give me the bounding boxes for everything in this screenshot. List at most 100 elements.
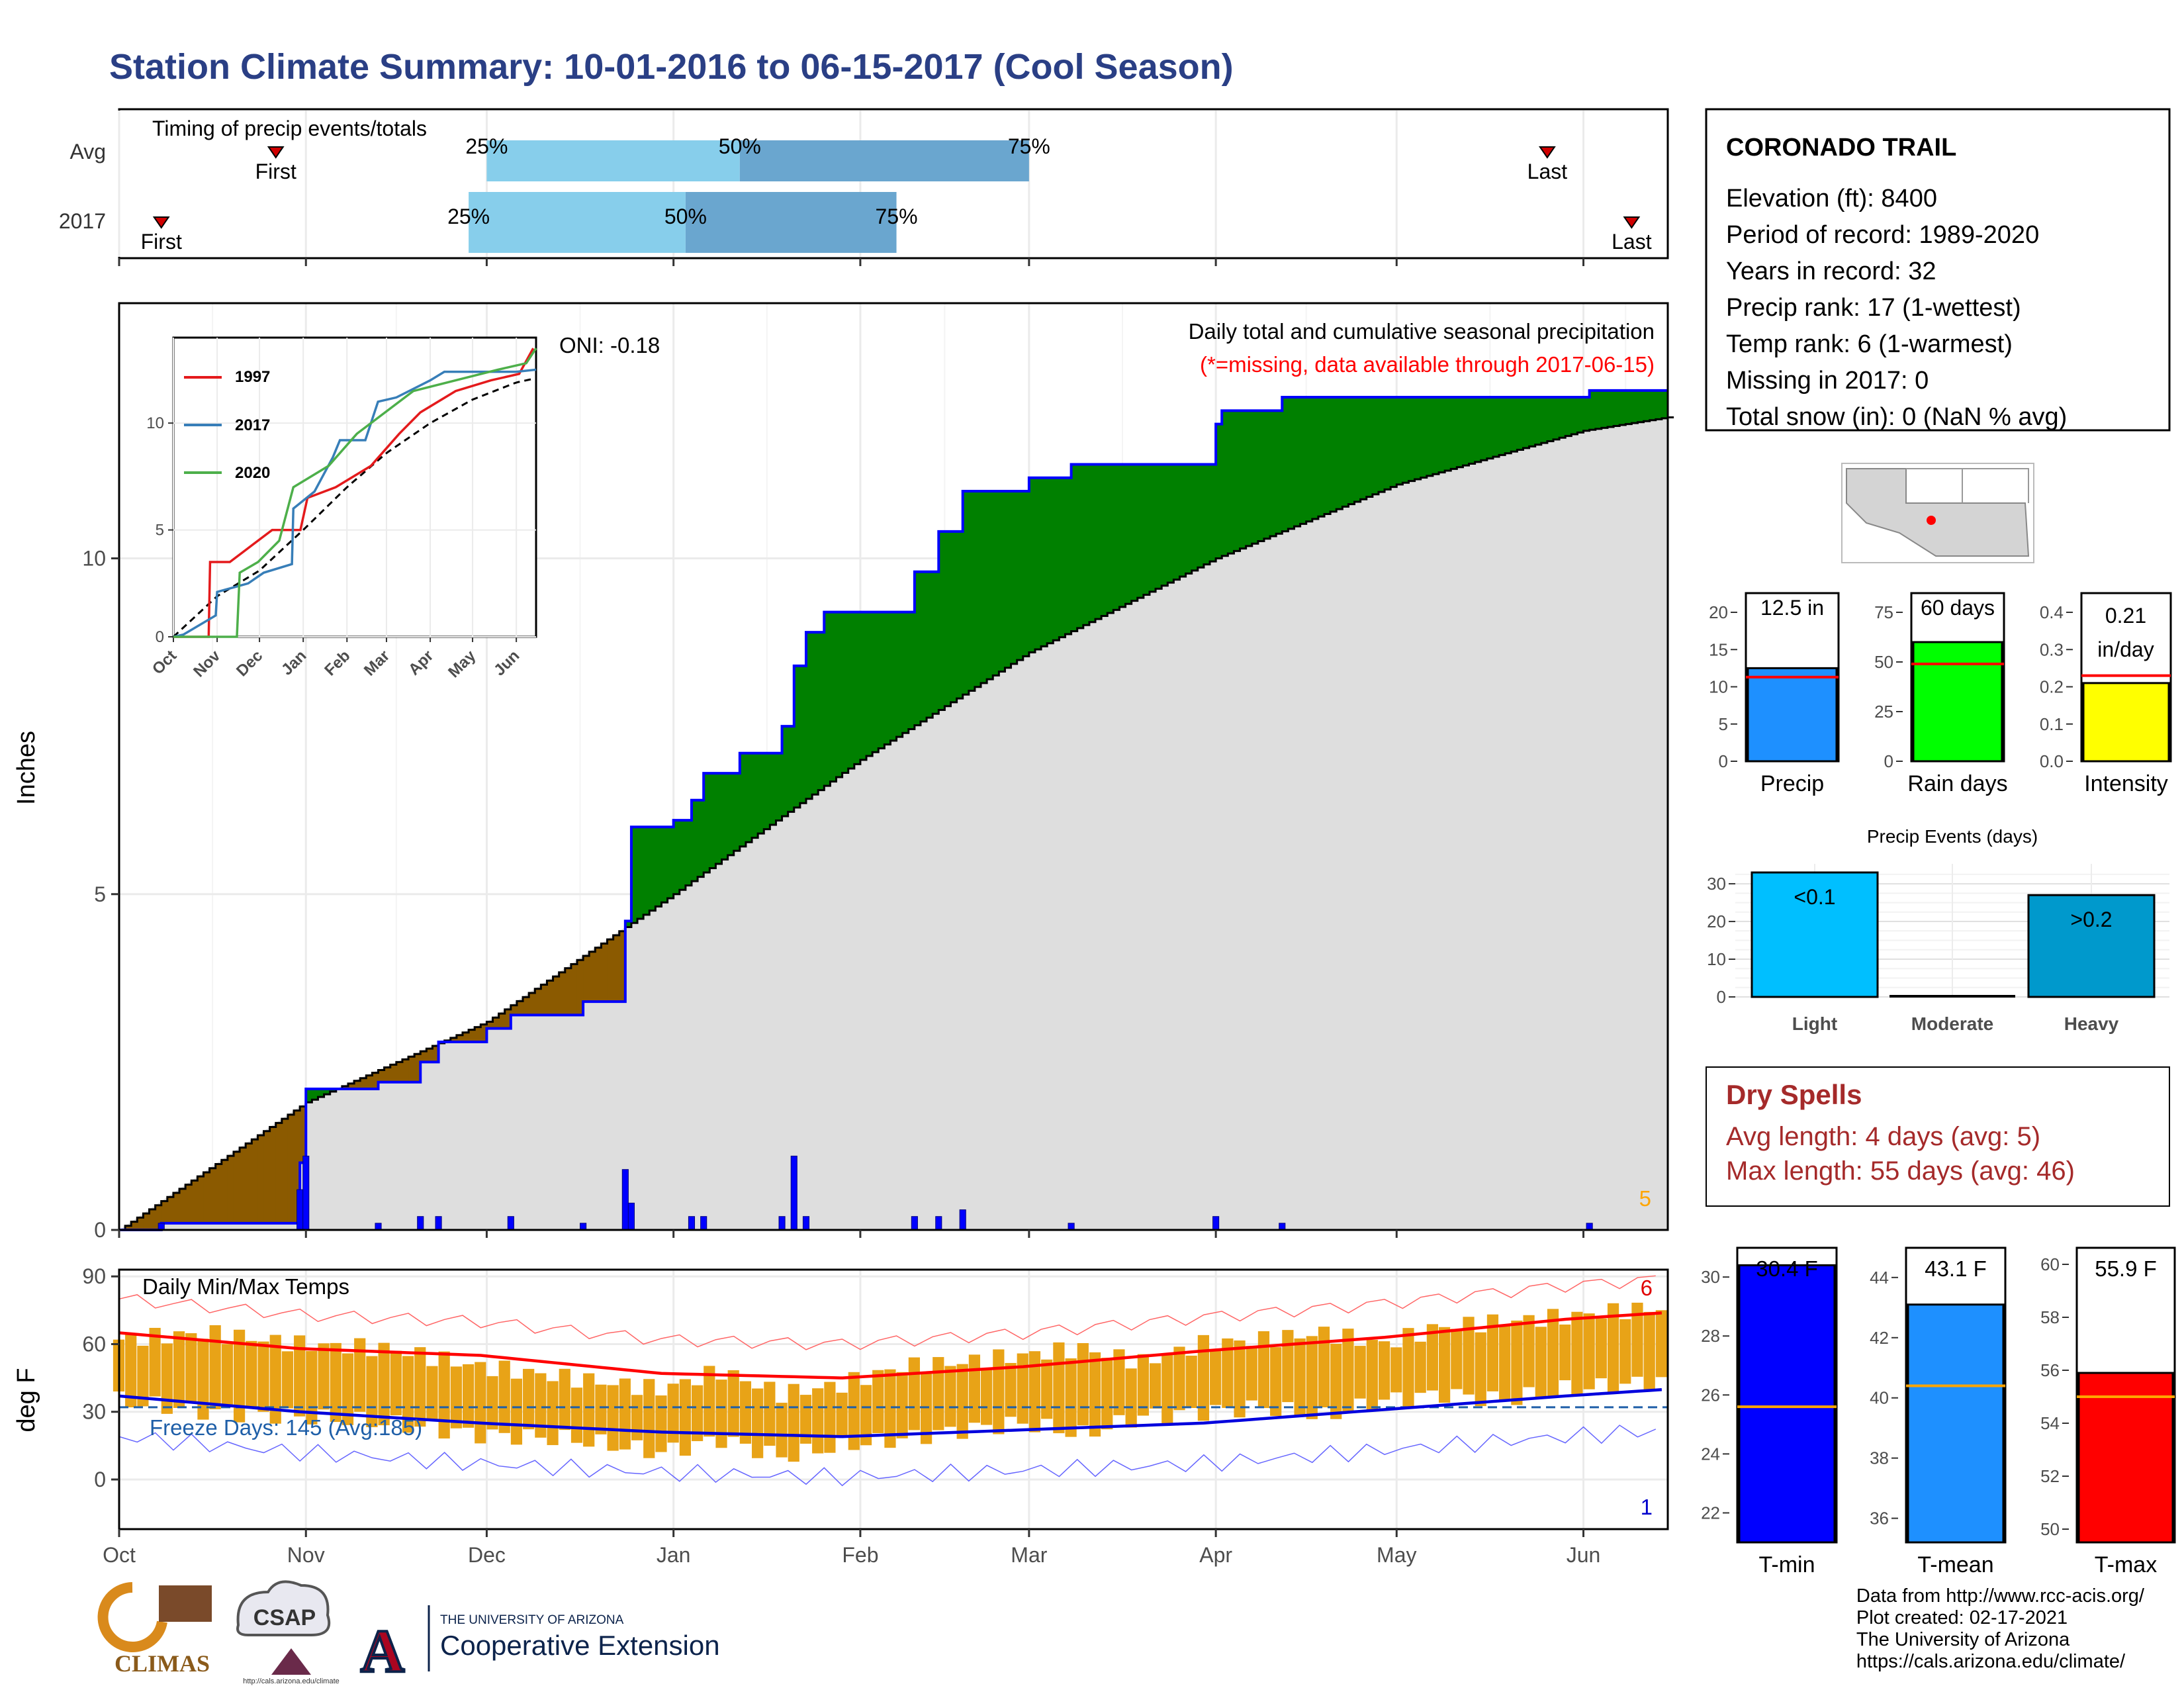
above-avg-fill (1113, 464, 1120, 610)
temps-ytick-label: 30 (82, 1400, 106, 1424)
timing-marker-first-icon (267, 146, 285, 159)
daily-precip-bar (1586, 1223, 1593, 1231)
precip-events-value-label: <0.1 (1794, 885, 1835, 909)
daily-precip-bar (627, 1202, 635, 1231)
daily-temp-bar (559, 1368, 570, 1430)
above-avg-fill (1263, 410, 1271, 539)
above-avg-fill (1583, 397, 1590, 431)
daily-temp-bar (981, 1368, 993, 1425)
station-snow: Total snow (in): 0 (NaN % avg) (1726, 403, 2067, 431)
above-avg-fill (625, 921, 632, 927)
inset-series-line (173, 368, 537, 638)
above-avg-fill (1360, 397, 1367, 500)
daily-temp-bar (281, 1351, 294, 1409)
daily-temp-bar (739, 1381, 752, 1444)
footer-university: The University of Arizona (1856, 1629, 2070, 1650)
below-avg-fill (607, 939, 614, 1002)
above-avg-fill (1216, 424, 1222, 559)
summary-temp-ytick-label: 40 (1870, 1388, 1889, 1408)
footer-data-source: Data from http://www.rcc-acis.org/ (1856, 1585, 2144, 1607)
above-avg-fill (1475, 397, 1482, 462)
daily-temp-bar (619, 1378, 631, 1450)
below-avg-fill (559, 972, 566, 1015)
summary-temp-ytick-label: 54 (2040, 1413, 2060, 1433)
daily-temp-bar (185, 1333, 197, 1403)
below-avg-fill (366, 1075, 373, 1089)
below-avg-fill (240, 1147, 246, 1223)
summary-precip-ytick-label: 50 (1874, 652, 1893, 672)
daily-temp-bar (896, 1372, 908, 1438)
above-avg-fill (1065, 477, 1072, 635)
above-avg-fill (1011, 491, 1018, 664)
daily-temp-bar (318, 1343, 330, 1410)
above-avg-fill (1053, 477, 1060, 641)
above-avg-fill (312, 1088, 319, 1100)
above-avg-fill (794, 665, 801, 808)
below-avg-fill (456, 1035, 463, 1042)
precip-events-category: Moderate (1911, 1013, 1993, 1034)
above-avg-fill (727, 773, 735, 855)
daily-temp-bar (510, 1378, 523, 1445)
below-avg-fill (269, 1127, 277, 1223)
above-avg-fill (1034, 477, 1042, 649)
above-avg-fill (1318, 397, 1325, 517)
below-avg-fill (179, 1188, 186, 1223)
daily-temp-bar (1475, 1332, 1486, 1407)
daily-temp-bar (390, 1350, 402, 1416)
below-avg-fill (173, 1193, 180, 1223)
temps-xtick-label: Jan (657, 1543, 691, 1567)
timing-label-last: Last (1612, 230, 1652, 254)
daily-temp-bar (1655, 1310, 1667, 1378)
above-avg-fill (1523, 397, 1530, 448)
above-avg-fill (1089, 464, 1096, 622)
above-avg-fill (1173, 464, 1181, 580)
below-avg-fill (378, 1070, 385, 1082)
below-avg-fill (613, 935, 620, 1002)
summary-temp-ytick-label: 36 (1870, 1509, 1889, 1528)
below-avg-fill (131, 1221, 138, 1230)
above-avg-fill (1107, 464, 1114, 613)
above-avg-fill (1083, 464, 1090, 626)
daily-temp-bar (1414, 1341, 1426, 1393)
daily-temp-bar (1005, 1362, 1017, 1417)
above-avg-fill (1047, 477, 1054, 643)
above-avg-fill (649, 827, 656, 911)
above-avg-fill (1161, 464, 1168, 586)
daily-temp-bar (933, 1357, 944, 1430)
daily-temp-bar (1499, 1326, 1511, 1402)
summary-precip-ytick-label: 0.3 (2040, 639, 2064, 659)
summary-precip-bar (1912, 641, 2003, 763)
daily-temp-bar (993, 1349, 1005, 1434)
below-avg-fill (486, 1021, 494, 1029)
summary-precip-ytick-label: 0.4 (2040, 602, 2064, 622)
daily-temp-bar (1210, 1350, 1222, 1405)
timing-row-label-2017: 2017 (59, 209, 106, 233)
temps-title: Daily Min/Max Temps (142, 1274, 349, 1299)
above-avg-fill (691, 800, 698, 882)
daily-temp-bar (570, 1387, 583, 1443)
below-avg-fill (167, 1197, 174, 1223)
above-avg-fill (884, 612, 891, 745)
daily-temp-bar (1318, 1327, 1330, 1407)
temps-xtick-label: Nov (287, 1543, 325, 1567)
summary-precip-bars: 0 5 10 15 20 Precip 12.5 in 0 25 50 75 Rain days 60 … (1709, 592, 2172, 796)
above-avg-fill (1246, 410, 1253, 546)
above-avg-fill (854, 612, 861, 765)
daily-temp-bar (764, 1382, 776, 1446)
above-avg-fill (799, 665, 807, 804)
record-low-count: 1 (1641, 1495, 1653, 1519)
below-avg-fill (197, 1176, 205, 1223)
temps-ylabel: deg F (13, 1368, 40, 1432)
below-avg-fill (510, 1005, 518, 1015)
above-avg-fill (890, 612, 897, 741)
below-avg-fill (535, 988, 541, 1015)
daily-precip-bar (435, 1216, 442, 1231)
above-avg-fill (1137, 464, 1144, 598)
summary-precip-bar (1747, 667, 1838, 763)
daily-temp-bar (438, 1351, 450, 1439)
above-avg-fill (637, 827, 644, 919)
above-avg-fill (721, 773, 729, 860)
above-avg-fill (764, 753, 770, 829)
daily-temp-bar (727, 1370, 739, 1437)
daily-temp-bar (643, 1379, 655, 1458)
